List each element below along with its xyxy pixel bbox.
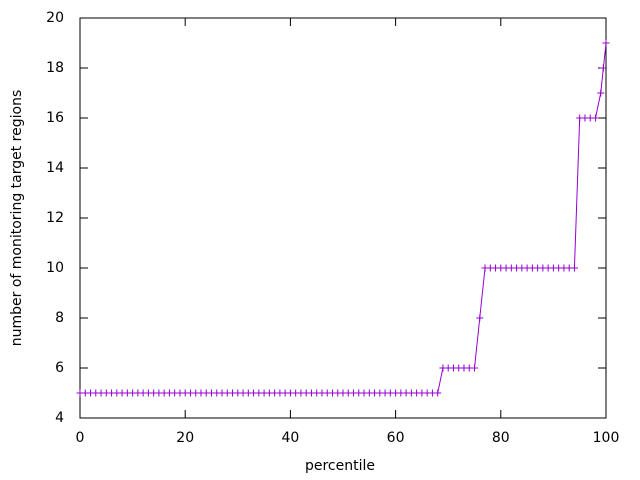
x-tick-label: 60	[387, 430, 405, 446]
y-tick-label: 18	[46, 60, 64, 76]
point-marker	[476, 314, 484, 322]
y-tick-label: 4	[55, 410, 64, 426]
point-marker	[434, 389, 442, 397]
point-marker	[570, 264, 578, 272]
point-marker	[591, 114, 599, 122]
y-tick-label: 10	[46, 260, 64, 276]
data-line	[80, 42, 607, 394]
y-tick-label: 20	[46, 10, 64, 26]
x-axis-label: percentile	[305, 458, 375, 474]
y-tick-label: 16	[46, 110, 64, 126]
y-tick-label: 8	[55, 310, 64, 326]
point-marker	[597, 89, 605, 97]
x-tick-label: 20	[176, 430, 194, 446]
x-tick-label: 0	[76, 430, 85, 446]
plot-border	[79, 17, 607, 419]
point-marker	[471, 364, 478, 372]
y-tick-label: 6	[55, 360, 64, 376]
y-tick-label: 14	[46, 160, 64, 176]
x-tick-label: 80	[492, 430, 510, 446]
x-tick-label: 40	[281, 430, 299, 446]
x-tick-label: 100	[593, 430, 620, 446]
point-marker	[602, 39, 610, 47]
point-marker	[599, 64, 607, 72]
y-axis-label: number of monitoring target regions	[9, 90, 25, 347]
y-tick-label: 12	[46, 210, 64, 226]
